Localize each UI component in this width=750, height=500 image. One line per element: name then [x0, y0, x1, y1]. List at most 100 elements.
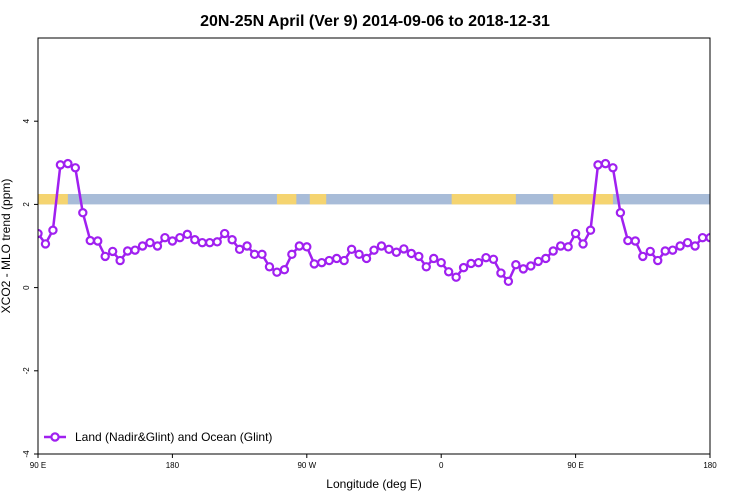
data-point-15 — [145, 237, 155, 248]
data-point-83 — [653, 255, 663, 266]
legend-marker — [50, 432, 60, 442]
data-point-63 — [503, 276, 514, 287]
data-point-20 — [182, 229, 193, 240]
data-point-89 — [697, 232, 708, 243]
x-tick-label-0: 90 E — [30, 461, 46, 470]
y-tick-label-0: -4 — [22, 450, 31, 458]
data-point-60 — [481, 252, 491, 263]
data-point-66 — [526, 261, 536, 271]
data-point-59 — [473, 257, 484, 268]
land-segment-3 — [451, 194, 516, 205]
data-point-37 — [309, 259, 319, 269]
data-point-30 — [257, 249, 267, 260]
data-point-55 — [443, 267, 454, 277]
data-point-58 — [466, 258, 476, 269]
y-tick-label-3: 2 — [22, 202, 31, 207]
legend: Land (Nadir&Glint) and Ocean (Glint) — [44, 430, 272, 444]
x-tick-label-2: 90 W — [297, 461, 316, 470]
y-tick-label-4: 4 — [22, 118, 31, 123]
ocean-band — [38, 194, 710, 205]
land-segment-0 — [38, 194, 68, 205]
data-point-19 — [175, 232, 185, 243]
data-point-45 — [369, 245, 379, 255]
data-point-82 — [645, 246, 655, 257]
data-point-2 — [48, 225, 58, 235]
data-point-70 — [555, 241, 566, 251]
data-point-76 — [600, 158, 611, 169]
y-axis: -4 -2 0 2 4 — [22, 118, 38, 458]
data-point-5 — [70, 163, 81, 173]
data-point-16 — [152, 241, 163, 251]
data-point-78 — [615, 208, 626, 218]
data-point-25 — [219, 228, 230, 239]
data-point-6 — [78, 208, 88, 218]
data-point-80 — [630, 236, 641, 246]
data-point-18 — [167, 236, 178, 246]
data-point-74 — [585, 225, 596, 235]
x-axis-label: Longitude (deg E) — [326, 477, 421, 491]
land-segment-1 — [276, 194, 297, 205]
data-point-28 — [242, 241, 252, 251]
data-point-29 — [249, 249, 260, 260]
data-point-68 — [541, 253, 551, 264]
data-point-4 — [63, 158, 73, 169]
data-point-46 — [376, 241, 387, 251]
y-axis-label: XCO2 - MLO trend (ppm) — [0, 179, 13, 314]
data-point-26 — [227, 235, 237, 245]
data-point-27 — [234, 244, 245, 255]
data-point-79 — [623, 235, 633, 246]
land-segment-2 — [309, 194, 327, 205]
data-point-38 — [317, 257, 327, 268]
x-tick-label-4: 90 E — [567, 461, 583, 470]
data-point-90 — [705, 232, 710, 243]
data-point-40 — [331, 253, 342, 264]
data-point-8 — [93, 236, 103, 246]
x-tick-label-1: 180 — [166, 461, 180, 470]
chart-title: 20N-25N April (Ver 9) 2014-09-06 to 2018… — [200, 13, 550, 30]
data-point-31 — [264, 262, 275, 272]
data-point-35 — [294, 241, 305, 251]
data-point-34 — [287, 249, 297, 260]
data-point-87 — [682, 237, 693, 248]
data-point-86 — [675, 241, 685, 251]
data-point-47 — [384, 244, 394, 255]
data-point-62 — [496, 268, 506, 278]
x-tick-label-3: 0 — [439, 461, 444, 470]
land-segment-5 — [599, 194, 613, 205]
data-point-85 — [667, 245, 678, 255]
ocean-land-band — [38, 194, 710, 205]
data-point-12 — [122, 246, 133, 256]
plot-frame — [37, 37, 711, 455]
data-point-14 — [137, 241, 148, 251]
data-point-81 — [638, 251, 648, 262]
data-point-44 — [361, 253, 372, 264]
data-point-48 — [391, 247, 402, 257]
data-point-88 — [690, 241, 700, 251]
data-point-1 — [40, 239, 51, 249]
land-segment-4 — [553, 194, 600, 205]
data-point-54 — [436, 257, 446, 268]
data-point-17 — [160, 232, 170, 243]
data-point-39 — [324, 255, 334, 266]
data-point-50 — [406, 248, 417, 259]
data-point-64 — [511, 260, 521, 270]
data-point-57 — [458, 262, 469, 273]
data-point-65 — [518, 264, 529, 274]
data-point-32 — [272, 267, 282, 277]
x-tick-label-5: 180 — [703, 461, 717, 470]
data-point-33 — [279, 265, 290, 275]
data-point-7 — [85, 235, 95, 246]
data-point-51 — [414, 251, 424, 262]
data-point-36 — [302, 242, 312, 252]
data-point-61 — [488, 254, 499, 265]
data-point-52 — [421, 262, 431, 272]
series-layer — [38, 158, 710, 287]
data-point-24 — [212, 237, 222, 247]
x-axis: 90 E 180 90 W 0 90 E 180 — [30, 454, 717, 470]
data-point-21 — [190, 235, 200, 245]
data-point-11 — [115, 255, 125, 266]
data-point-73 — [578, 239, 588, 249]
data-point-72 — [570, 228, 581, 239]
data-point-75 — [593, 160, 603, 170]
